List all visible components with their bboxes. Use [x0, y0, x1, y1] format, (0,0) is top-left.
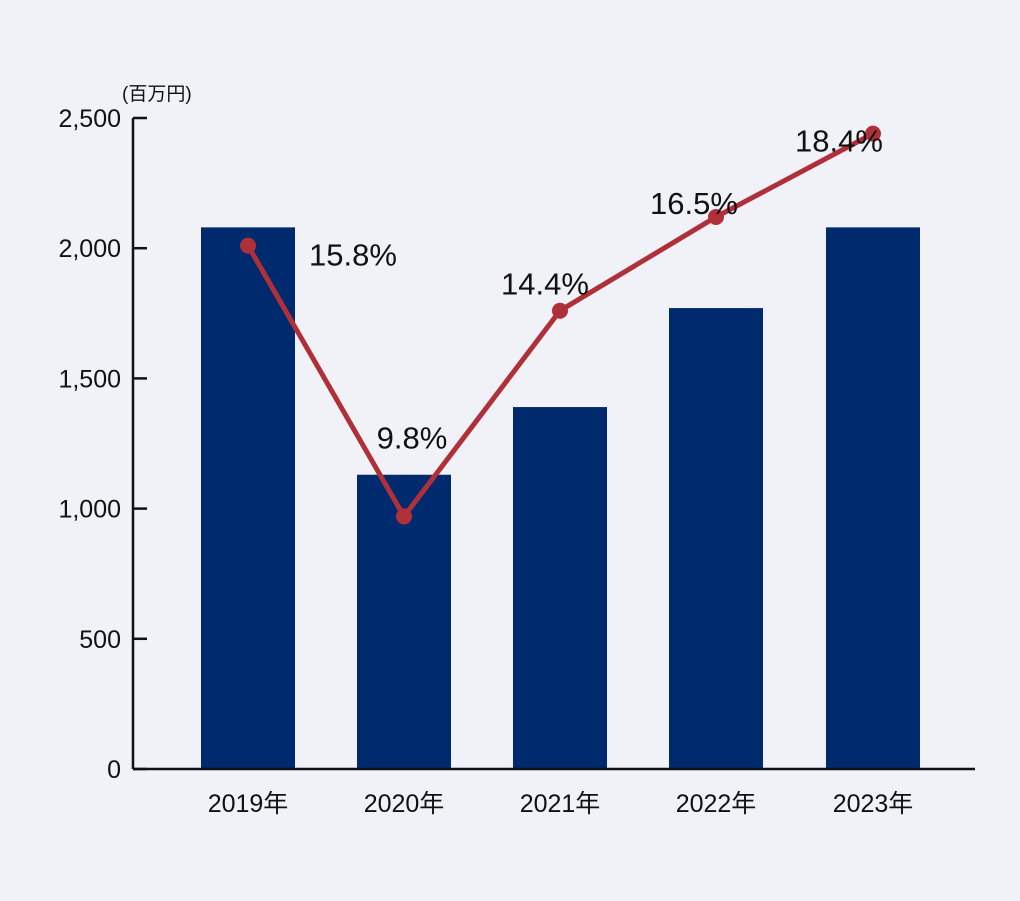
x-category-label: 2022年 [676, 790, 757, 818]
rate-data-label: 9.8% [377, 420, 448, 455]
bar-2021 [513, 407, 607, 769]
bar-2022 [669, 308, 763, 769]
rate-point [865, 125, 881, 142]
rate-labels-layer: 15.8% 9.8% 14.4% 16.5% 18.4% [309, 124, 883, 456]
rate-point [240, 237, 256, 254]
y-tick-label: 1,500 [58, 365, 121, 393]
y-tick-label: 1,000 [58, 496, 121, 524]
line-layer [240, 125, 881, 525]
x-category-label: 2020年 [364, 790, 445, 818]
y-tick-label: 0 [107, 756, 121, 784]
bar-2019 [201, 227, 295, 770]
axes-layer: (百万円) [122, 84, 975, 771]
y-tick-label: 2,500 [58, 105, 121, 133]
y-tick-label: 2,000 [58, 235, 121, 263]
y-tick-label: 500 [79, 626, 121, 654]
rate-point [552, 302, 568, 319]
y-axis-unit-label: (百万円) [122, 84, 192, 105]
x-category-label: 2023年 [833, 790, 914, 818]
x-category-label: 2021年 [520, 790, 601, 818]
rate-point [396, 508, 412, 525]
bars-layer [201, 227, 920, 770]
rate-data-label: 15.8% [309, 238, 397, 273]
categories-layer: 2019年 2020年 2021年 2022年 2023年 [208, 790, 914, 818]
rate-point [708, 208, 724, 225]
rate-data-label: 18.4% [795, 124, 883, 159]
ticks-layer: 0 500 1,000 1,500 2,000 2,500 [58, 105, 147, 784]
x-category-label: 2019年 [208, 790, 289, 818]
rate-data-label: 16.5% [650, 186, 738, 221]
bar-2023 [826, 227, 920, 770]
rate-data-label: 14.4% [501, 267, 589, 302]
